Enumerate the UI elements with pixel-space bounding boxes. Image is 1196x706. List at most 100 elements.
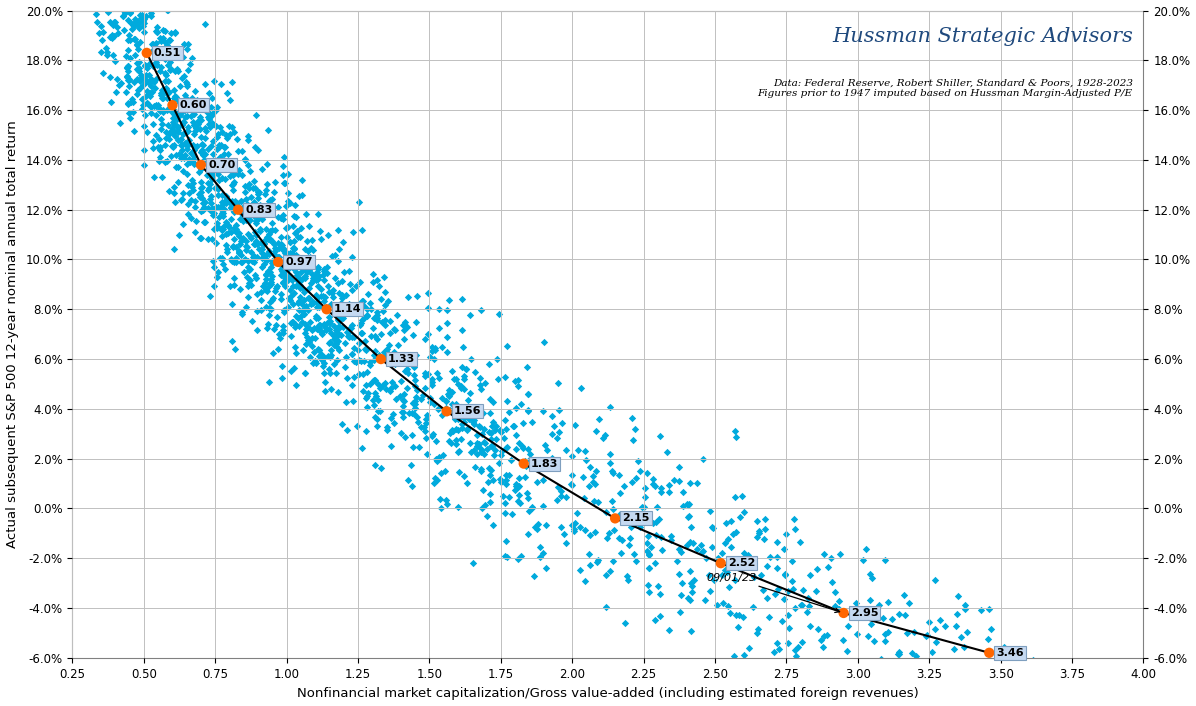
Point [288, 275, 307, 287]
Point [100, 31, 120, 42]
Point [252, 262, 271, 273]
Point [116, 86, 135, 97]
Point [635, 491, 654, 503]
Point [252, 213, 271, 225]
Point [506, 430, 525, 441]
Point [862, 573, 881, 584]
Point [695, 594, 714, 605]
Point [617, 570, 636, 582]
Point [251, 304, 270, 316]
Point [303, 268, 322, 280]
Point [274, 306, 293, 318]
Point [182, 111, 201, 122]
Point [246, 273, 266, 284]
Point [191, 146, 210, 157]
Point [580, 530, 599, 541]
Point [309, 261, 328, 273]
Point [756, 523, 775, 534]
Point [838, 621, 858, 632]
Point [93, 67, 112, 78]
Point [769, 643, 788, 654]
Point [776, 528, 795, 539]
Point [264, 292, 283, 304]
Point [306, 274, 325, 285]
Point [465, 366, 484, 377]
Point [236, 186, 255, 198]
Point [374, 347, 393, 358]
Point [330, 320, 349, 331]
Point [869, 599, 889, 611]
Point [133, 10, 152, 21]
Point [321, 368, 340, 379]
Point [460, 388, 480, 399]
Point [219, 227, 238, 239]
Point [391, 428, 410, 439]
Point [191, 114, 210, 126]
Point [273, 243, 292, 254]
Point [765, 589, 785, 600]
Point [324, 330, 343, 342]
Point [404, 397, 423, 409]
Point [295, 244, 315, 255]
Point [661, 534, 681, 546]
Point [480, 488, 499, 499]
Point [297, 235, 316, 246]
Point [483, 474, 502, 486]
Point [233, 215, 252, 227]
Point [533, 475, 553, 486]
Point [144, 60, 163, 71]
Point [292, 274, 311, 285]
Point [201, 179, 220, 190]
Point [349, 354, 368, 366]
Point [280, 285, 299, 296]
Point [130, 65, 150, 76]
Point [627, 556, 646, 567]
Point [773, 616, 792, 627]
Point [216, 130, 236, 141]
Point [865, 635, 884, 647]
Point [216, 217, 236, 228]
Point [716, 517, 736, 529]
Point [312, 354, 331, 366]
Point [671, 590, 690, 601]
Point [132, 12, 151, 23]
Point [388, 309, 407, 321]
Point [277, 301, 297, 313]
Point [152, 89, 171, 100]
Point [536, 439, 555, 450]
Point [460, 309, 480, 321]
Point [660, 479, 679, 491]
Point [352, 327, 371, 338]
Point [502, 508, 521, 520]
Point [319, 363, 338, 374]
Point [177, 111, 196, 122]
Point [135, 121, 154, 132]
Point [657, 446, 676, 457]
Point [279, 274, 298, 285]
Point [328, 342, 347, 353]
Point [890, 647, 909, 658]
Point [779, 585, 798, 596]
Point [294, 294, 313, 306]
Point [440, 427, 459, 438]
Point [429, 373, 448, 384]
Point [257, 185, 276, 196]
Point [212, 199, 231, 210]
Point [177, 44, 196, 55]
Point [775, 569, 794, 580]
Point [468, 440, 487, 451]
Point [144, 38, 163, 49]
Point [276, 201, 295, 212]
Point [422, 342, 441, 353]
Point [818, 562, 837, 573]
Point [261, 266, 280, 277]
Point [262, 303, 281, 314]
Point [453, 325, 472, 336]
Point [205, 280, 224, 292]
Point [354, 355, 373, 366]
Point [122, 17, 141, 28]
Point [261, 297, 280, 308]
Point [249, 209, 268, 220]
Point [873, 612, 892, 623]
Point [202, 92, 221, 104]
